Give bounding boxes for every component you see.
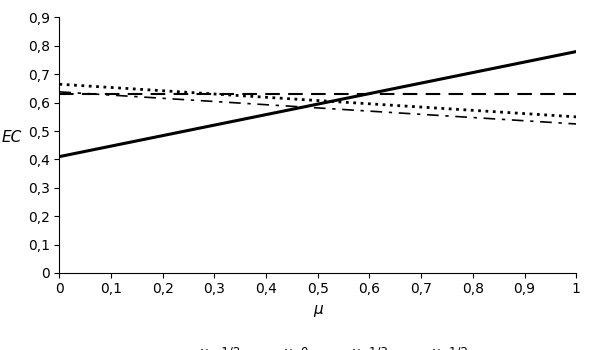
Legend: γ=-1/2, γ=0, γ=1/3, γ=1/2: γ=-1/2, γ=0, γ=1/3, γ=1/2	[162, 342, 473, 350]
X-axis label: μ: μ	[313, 302, 323, 317]
Y-axis label: EC: EC	[2, 130, 22, 145]
